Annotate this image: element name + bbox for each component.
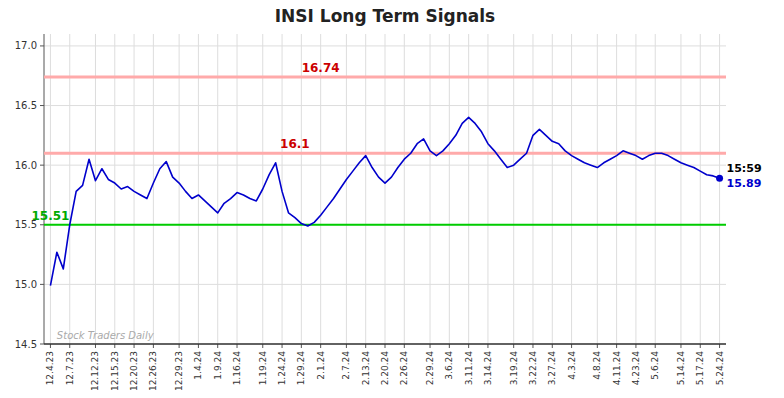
grid-line — [44, 344, 726, 345]
signal-label: 16.74 — [302, 61, 340, 75]
tick-label: 3.22.24 — [528, 351, 538, 386]
tick-label: 5.17.24 — [695, 351, 705, 386]
tick-label: 1.9.24 — [213, 351, 223, 380]
tick-label: 17.0 — [15, 40, 37, 51]
grid-line — [571, 34, 572, 344]
grid-line — [597, 34, 598, 344]
grid-line — [616, 34, 617, 344]
grid-line — [385, 34, 386, 344]
title: INSI Long Term Signals — [275, 6, 495, 26]
y-axis — [44, 34, 45, 344]
tick-label: 3.6.24 — [444, 351, 454, 380]
tick-label: 5.24.24 — [715, 351, 725, 386]
signal-line — [44, 75, 726, 78]
grid-line — [719, 34, 720, 344]
grid-line — [198, 34, 199, 344]
annotations: 16.74 16.1 15.51 Stock Traders Daily 15:59 15… — [31, 61, 761, 341]
tick-label: 15.0 — [15, 279, 37, 290]
tick-label: 5.14.24 — [676, 351, 686, 386]
tick-label: 4.8.24 — [592, 351, 602, 380]
grid-line — [237, 34, 238, 344]
end-label: 15.89 — [727, 177, 762, 190]
axes: 14.515.015.516.016.517.012.4.2312.7.2312… — [15, 34, 726, 391]
tick-label: 1.4.24 — [193, 351, 203, 380]
grid-line — [513, 34, 514, 344]
tick-label: 4.11.24 — [612, 351, 622, 386]
tick-label: 12.12.23 — [90, 351, 100, 391]
tick — [40, 284, 44, 285]
tick-label: 2.1.24 — [316, 351, 326, 380]
signal-label: 16.1 — [280, 137, 310, 151]
tick-label: 12.29.23 — [174, 351, 184, 391]
tick-label: 12.4.23 — [45, 351, 55, 385]
grid-line — [69, 34, 70, 344]
signal-line — [44, 224, 726, 226]
tick — [40, 45, 44, 46]
tick-label: 1.29.24 — [296, 351, 306, 386]
grid-line — [680, 34, 681, 344]
grid-line — [50, 34, 51, 344]
grid-line — [468, 34, 469, 344]
grid-line — [449, 34, 450, 344]
tick-label: 12.20.23 — [129, 351, 139, 391]
tick-label: 4.23.24 — [631, 351, 641, 386]
x-axis — [44, 343, 726, 345]
tick-label: 2.26.24 — [399, 351, 409, 386]
end-point — [716, 175, 723, 182]
tick-label: 5.6.24 — [650, 351, 660, 380]
grid-line — [301, 34, 302, 344]
price-line — [50, 117, 719, 285]
grid-line — [44, 224, 726, 225]
grid-line — [655, 34, 656, 344]
grid-line — [365, 34, 366, 344]
grid-line — [404, 34, 405, 344]
tick-label: 2.13.24 — [361, 351, 371, 386]
grid-line — [320, 34, 321, 344]
tick-label: 2.7.24 — [341, 351, 351, 380]
grid — [44, 34, 726, 344]
tick-label: 2.29.24 — [425, 351, 435, 386]
tick-label: 1.19.24 — [258, 351, 268, 386]
signal-line — [44, 152, 726, 155]
signal-label: 15.51 — [31, 209, 69, 223]
tick-label: 16.5 — [15, 100, 37, 111]
plot-area — [44, 77, 726, 286]
watermark: Stock Traders Daily — [57, 330, 155, 341]
grid-line — [134, 34, 135, 344]
tick — [40, 105, 44, 106]
tick-label: 1.24.24 — [277, 351, 287, 386]
tick-label: 3.19.24 — [509, 351, 519, 386]
tick-label: 3.11.24 — [464, 351, 474, 386]
tick-label: 3.27.24 — [547, 351, 557, 386]
grid-line — [430, 34, 431, 344]
grid-line — [95, 34, 96, 344]
tick-label: 12.26.23 — [148, 351, 158, 391]
grid-line — [700, 34, 701, 344]
tick-label: 3.14.24 — [483, 351, 493, 386]
grid-line — [114, 34, 115, 344]
chart: INSI Long Term Signals14.515.015.516.016… — [0, 0, 784, 398]
tick — [40, 165, 44, 166]
grid-line — [217, 34, 218, 344]
grid-line — [635, 34, 636, 344]
tick-label: 1.16.24 — [232, 351, 242, 386]
grid-line — [532, 34, 533, 344]
tick-label: 14.5 — [15, 339, 37, 350]
tick-label: 12.7.23 — [65, 351, 75, 385]
tick — [40, 224, 44, 225]
tick-label: 16.0 — [15, 160, 37, 171]
tick-label: 12.15.23 — [110, 351, 120, 391]
tick-label: 2.20.24 — [380, 351, 390, 386]
grid-line — [153, 34, 154, 344]
end-label: 15:59 — [727, 162, 762, 175]
grid-line — [179, 34, 180, 344]
grid-line — [552, 34, 553, 344]
tick-label: 4.3.24 — [567, 351, 577, 380]
tick — [40, 344, 44, 345]
grid-line — [346, 34, 347, 344]
grid-line — [487, 34, 488, 344]
